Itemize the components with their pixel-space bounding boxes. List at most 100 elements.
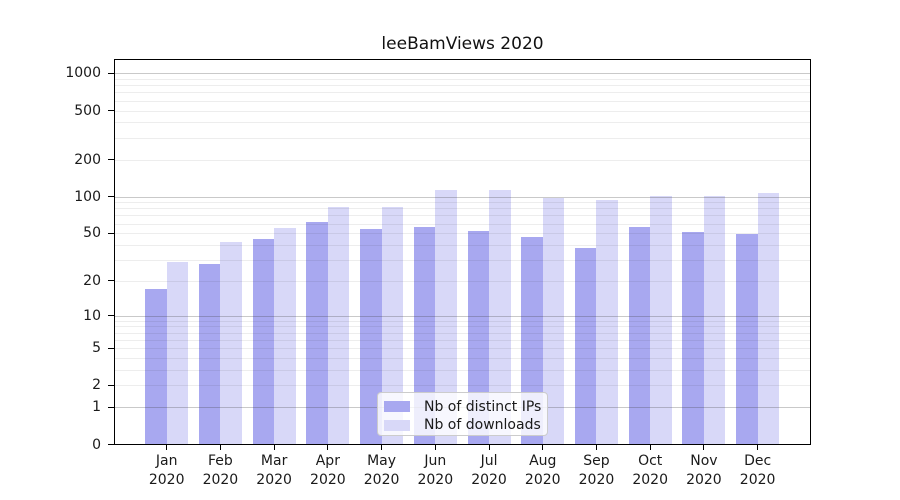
bar-distinct-ips (306, 221, 328, 445)
x-tick-year: 2020 (686, 472, 722, 488)
x-tick-mark (488, 445, 490, 450)
minor-gridline (115, 370, 810, 372)
x-tick-year: 2020 (202, 472, 239, 488)
plot-area (115, 60, 810, 445)
y-tick-mark (108, 159, 114, 161)
x-tick-label: Nov 2020 (674, 452, 734, 490)
x-tick-label: Dec 2020 (728, 452, 788, 490)
bar-distinct-ips (628, 227, 651, 445)
y-tick-label: 2 (92, 377, 101, 394)
y-tick-label: 200 (74, 151, 101, 168)
minor-gridline (115, 159, 810, 161)
x-tick-year: 2020 (524, 472, 561, 488)
minor-gridline (115, 348, 810, 350)
minor-gridline (115, 208, 810, 210)
x-tick-month: Mar (260, 453, 288, 469)
x-tick-month: Sep (583, 453, 610, 469)
major-gridline (115, 73, 810, 75)
legend-swatch-downloads (384, 419, 410, 431)
minor-gridline (115, 339, 810, 341)
x-tick-label: Apr 2020 (298, 452, 358, 490)
major-gridline (115, 315, 810, 317)
x-tick-month: Nov (690, 453, 718, 469)
minor-gridline (115, 137, 810, 139)
x-tick-year: 2020 (310, 472, 346, 488)
bar-downloads (381, 207, 404, 445)
legend-entry-downloads: Nb of downloads (384, 416, 541, 434)
y-tick-mark (108, 315, 114, 317)
minor-gridline (115, 223, 810, 225)
minor-gridline (115, 260, 810, 262)
x-tick-year: 2020 (417, 472, 454, 488)
x-tick-year: 2020 (578, 472, 615, 488)
x-tick-mark (219, 445, 221, 450)
minor-gridline (115, 358, 810, 360)
y-tick-mark (108, 280, 114, 282)
legend: Nb of distinct IPs Nb of downloads (377, 392, 548, 436)
minor-gridline (115, 332, 810, 334)
bar-distinct-ips (198, 263, 221, 445)
minor-gridline (115, 100, 810, 102)
bar-downloads (757, 193, 780, 445)
x-tick-mark (273, 445, 275, 450)
x-tick-label: Jan 2020 (137, 452, 197, 490)
x-tick-month: Feb (208, 453, 233, 469)
x-tick-label: Sep 2020 (566, 452, 626, 490)
y-tick-mark (108, 347, 114, 349)
x-tick-year: 2020 (363, 472, 400, 488)
y-tick-mark (108, 406, 114, 408)
minor-gridline (115, 320, 810, 322)
x-tick-year: 2020 (632, 472, 668, 488)
minor-gridline (115, 233, 810, 235)
y-tick-label: 5 (92, 340, 101, 357)
bar-distinct-ips (736, 234, 758, 445)
y-tick-mark (108, 384, 114, 386)
minor-gridline (115, 385, 810, 387)
x-tick-mark (166, 445, 168, 450)
bar-downloads (220, 242, 242, 445)
x-tick-year: 2020 (256, 472, 292, 488)
x-tick-label: Jul 2020 (459, 452, 519, 490)
legend-label-downloads: Nb of downloads (424, 417, 541, 433)
bar-downloads (650, 196, 672, 445)
x-tick-mark (542, 445, 544, 450)
y-tick-label: 1 (92, 399, 101, 416)
y-tick-mark (108, 232, 114, 234)
bar-downloads (327, 207, 350, 445)
y-tick-label: 50 (83, 225, 101, 242)
y-tick-label: 0 (92, 436, 101, 453)
x-tick-mark (327, 445, 329, 450)
minor-gridline (115, 215, 810, 217)
x-tick-label: Oct 2020 (620, 452, 680, 490)
minor-gridline (115, 79, 810, 80)
bar-distinct-ips (682, 232, 704, 445)
minor-gridline (115, 244, 810, 246)
x-tick-label: Feb 2020 (190, 452, 250, 490)
x-tick-mark (595, 445, 597, 450)
y-tick-mark (108, 444, 114, 445)
x-tick-label: May 2020 (352, 452, 412, 490)
bar-distinct-ips (413, 227, 436, 445)
minor-gridline (115, 326, 810, 328)
bar-distinct-ips (574, 247, 597, 445)
x-tick-mark (649, 445, 651, 450)
minor-gridline (115, 280, 810, 282)
x-tick-mark (434, 445, 436, 450)
y-tick-mark (108, 110, 114, 112)
minor-gridline (115, 92, 810, 94)
x-tick-month: May (367, 453, 397, 469)
x-tick-month: Apr (315, 453, 340, 469)
legend-entry-distinct-ips: Nb of distinct IPs (384, 398, 541, 416)
bar-distinct-ips (360, 229, 382, 445)
bar-downloads (489, 190, 511, 445)
minor-gridline (115, 122, 810, 124)
x-tick-year: 2020 (739, 472, 776, 488)
x-tick-month: Oct (638, 453, 663, 469)
y-tick-label: 20 (83, 272, 101, 289)
bar-downloads (435, 190, 457, 445)
bar-distinct-ips (145, 289, 167, 445)
y-tick-label: 500 (74, 102, 101, 119)
x-tick-mark (381, 445, 383, 450)
minor-gridline (115, 110, 810, 112)
